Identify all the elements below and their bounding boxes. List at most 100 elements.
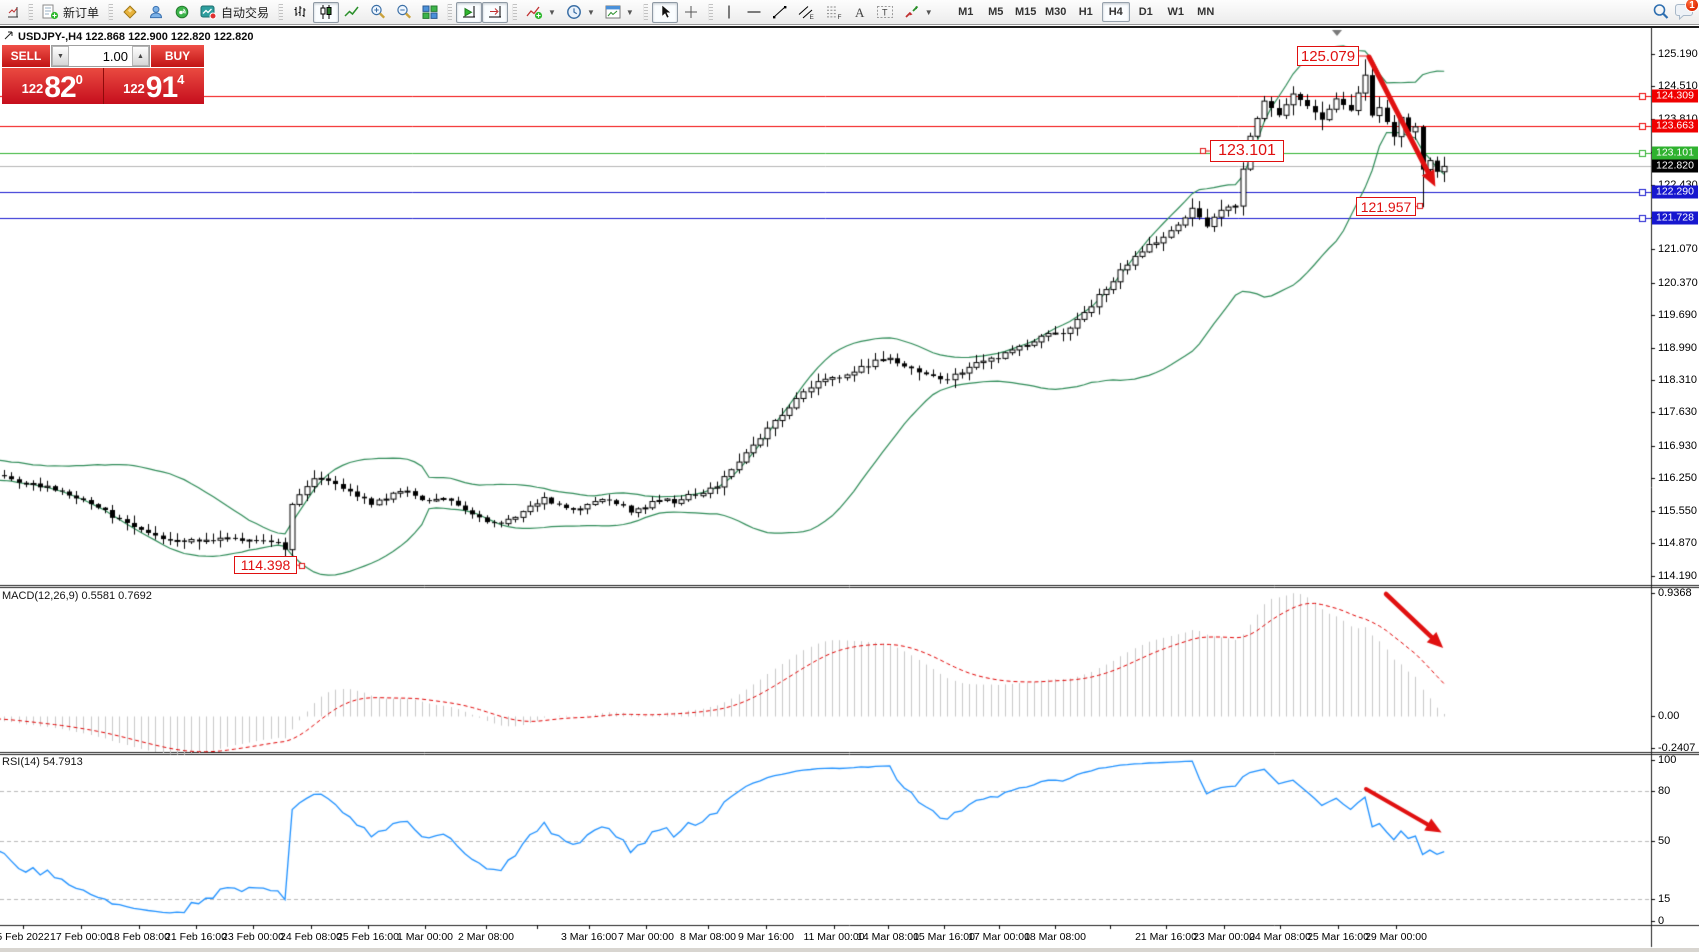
cursor-button[interactable] (651, 1, 678, 23)
arrows-button[interactable]: ▼ (899, 2, 938, 23)
timeframe-D1[interactable]: D1 (1138, 6, 1153, 18)
autotrading-icon (200, 4, 217, 20)
buy-price[interactable]: 122 91 4 (102, 68, 205, 104)
chevron-down-icon[interactable]: ▼ (548, 7, 556, 17)
price-tick-label: 116.250 (1658, 471, 1697, 484)
zoom-out-button[interactable] (391, 2, 417, 23)
new-order-button[interactable]: 新订单 (37, 2, 104, 23)
indicators-icon (526, 4, 543, 20)
macd-tick-label: 0.00 (1658, 710, 1680, 722)
chart-shift-button[interactable] (482, 1, 509, 23)
sell-price[interactable]: 122 82 0 (2, 68, 103, 104)
price-annotation[interactable]: 114.398 (234, 556, 297, 574)
text-button[interactable]: A (847, 2, 871, 23)
price-annotation[interactable]: 125.079 (1297, 46, 1359, 66)
trendline-button[interactable] (767, 2, 793, 23)
timeframe-M1[interactable]: M1 (958, 6, 974, 18)
auto-scroll-button[interactable] (456, 1, 483, 23)
volume-decrease-button[interactable]: ▼ (52, 46, 69, 66)
price-level-label[interactable]: 124.309 (1652, 89, 1698, 103)
fibonacci-button[interactable]: F (820, 2, 847, 23)
zoom-out-icon (396, 4, 412, 20)
timeframe-H1[interactable]: H1 (1078, 6, 1093, 18)
price-level-label[interactable]: 123.663 (1652, 119, 1698, 133)
time-axis-label: 24 Feb 08:00 (280, 931, 342, 943)
sell-button[interactable]: SELL (2, 45, 50, 67)
timeframe-M5[interactable]: M5 (988, 6, 1004, 18)
chat-icon[interactable]: 1 (1674, 0, 1699, 20)
buy-button[interactable]: BUY (151, 45, 204, 67)
chart-canvas[interactable] (0, 28, 1699, 948)
time-axis-label: 25 Mar 16:00 (1307, 931, 1369, 943)
volume-increase-button[interactable]: ▲ (132, 46, 149, 66)
clipped-chart-button[interactable] (3, 2, 24, 23)
line-chart-button[interactable] (339, 2, 365, 23)
macd-tick-label: 0.9368 (1658, 587, 1692, 600)
timeframe-MN[interactable]: MN (1197, 6, 1215, 18)
chevron-down-icon[interactable]: ▼ (625, 7, 634, 17)
price-level-label[interactable]: 123.101 (1652, 146, 1698, 160)
market-watch-icon (122, 4, 138, 20)
line-chart-icon (344, 4, 360, 20)
zoom-in-button[interactable] (365, 2, 391, 23)
profile-icon (148, 4, 164, 20)
volume-input[interactable] (69, 46, 132, 66)
tile-windows-icon (422, 4, 438, 20)
autotrading-button[interactable]: 自动交易 (195, 2, 274, 23)
timeframe-H4[interactable]: H4 (1101, 2, 1130, 22)
time-axis-label: 5 Feb 2022 (0, 931, 50, 943)
svg-text:E: E (809, 14, 814, 20)
time-axis-label: 17 Mar 00:00 (968, 931, 1030, 943)
chevron-down-icon[interactable]: ▼ (924, 7, 933, 17)
timeframe-M30[interactable]: M30 (1045, 6, 1067, 18)
price-level-label[interactable]: 122.290 (1652, 185, 1698, 199)
indicators-button[interactable]: ▼ (521, 2, 561, 23)
time-axis-label: 23 Mar 00:00 (1193, 931, 1255, 943)
price-level-label[interactable]: 121.728 (1652, 211, 1698, 225)
time-axis-label: 7 Mar 00:00 (617, 931, 675, 943)
templates-button[interactable]: ▼ (600, 2, 639, 23)
price-tick-label: 121.070 (1658, 243, 1698, 256)
price-tick-label: 119.690 (1658, 308, 1697, 321)
time-axis-label: 8 Mar 08:00 (679, 931, 737, 943)
bar-chart-button[interactable] (287, 2, 313, 23)
price-annotation[interactable]: 123.101 (1210, 140, 1284, 162)
templates-icon (605, 4, 621, 20)
new-order-icon (42, 4, 59, 20)
price-tick-label: 118.310 (1658, 374, 1697, 387)
text-icon: A (852, 4, 866, 20)
timeframe-W1[interactable]: W1 (1167, 6, 1184, 18)
cursor-icon (657, 4, 673, 20)
search-icon[interactable] (1652, 3, 1670, 20)
time-axis-label: 11 Mar 00:00 (803, 931, 865, 943)
chevron-down-icon[interactable]: ▼ (586, 7, 595, 17)
current-price-label: 122.820 (1652, 159, 1698, 173)
autotrading-button-label: 自动交易 (221, 5, 270, 20)
price-annotation[interactable]: 121.957 (1356, 197, 1416, 216)
timeframe-M15[interactable]: M15 (1015, 6, 1037, 18)
svg-text:A: A (855, 5, 865, 20)
market-watch-button[interactable] (117, 2, 143, 23)
channel-icon: E (798, 4, 815, 20)
candlestick-chart-button[interactable] (313, 1, 340, 23)
window-bottom-edge (0, 948, 1699, 952)
zoom-in-icon (370, 4, 386, 20)
one-click-trading-panel: SELL ▼ ▲ BUY 122 82 0 122 91 4 (2, 45, 204, 104)
rsi-tick-label: 50 (1658, 835, 1671, 847)
time-axis-label: 15 Mar 16:00 (913, 931, 975, 943)
macd-header: MACD(12,26,9) 0.5581 0.7692 (2, 590, 152, 602)
signals-button[interactable] (169, 2, 195, 23)
equidistant-channel-button[interactable]: E (793, 2, 820, 23)
svg-text:T: T (882, 8, 888, 18)
time-axis-label: 24 Mar 08:00 (1249, 931, 1311, 943)
toolbar-group-separator (512, 3, 518, 21)
profiles-button[interactable] (143, 2, 169, 23)
time-axis-label: 21 Feb 16:00 (165, 931, 227, 943)
periods-button[interactable]: ▼ (561, 2, 600, 23)
tile-windows-button[interactable] (417, 2, 443, 23)
crosshair-button[interactable] (678, 2, 704, 23)
toolbar-group-separator (642, 3, 648, 21)
text-label-button[interactable]: T (871, 2, 899, 23)
horizontal-line-button[interactable] (741, 2, 767, 23)
vertical-line-button[interactable] (717, 2, 741, 23)
